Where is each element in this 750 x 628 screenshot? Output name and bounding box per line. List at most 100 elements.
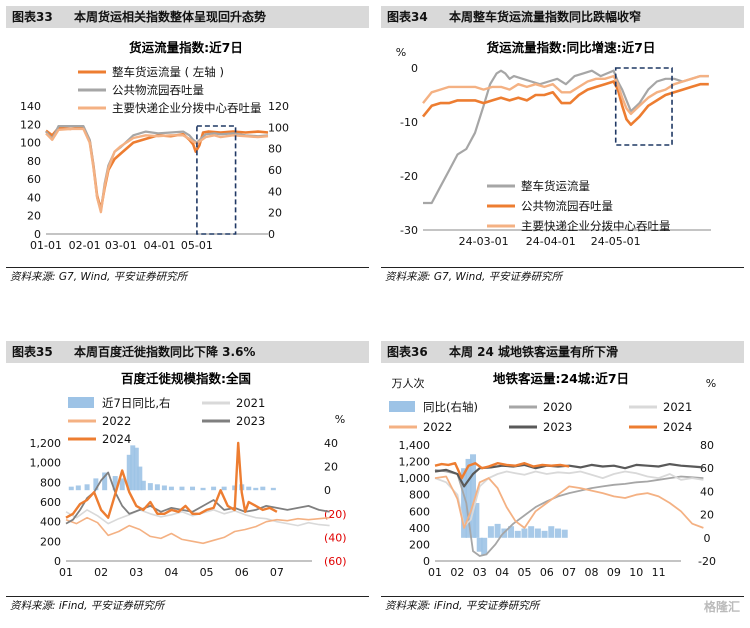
y-tick-label: 40 bbox=[27, 191, 41, 204]
watermark: 格隆汇 bbox=[703, 600, 740, 614]
y-tick-label: 0 bbox=[411, 62, 418, 75]
y2-tick-label: 80 bbox=[268, 143, 282, 156]
series-line bbox=[421, 80, 709, 126]
y2-axis-unit: % bbox=[706, 377, 716, 390]
y-tick-label: 1,000 bbox=[30, 457, 62, 470]
legend-label: 2021 bbox=[236, 396, 265, 410]
x-tick-label: 08 bbox=[585, 566, 599, 579]
legend-label: 同比(右轴) bbox=[423, 400, 478, 414]
x-tick-label: 02 bbox=[94, 566, 108, 579]
series-line bbox=[423, 69, 709, 205]
chart-title: 百度迁徙规模指数:全国 bbox=[121, 371, 251, 386]
bar-mark bbox=[133, 447, 139, 491]
chart-title: 地铁客运量:24城:近7日 bbox=[493, 371, 629, 386]
bar-mark bbox=[508, 526, 515, 538]
y-tick-label: -30 bbox=[400, 224, 418, 237]
y2-tick-label: (20) bbox=[324, 508, 347, 521]
legend-swatch bbox=[389, 401, 415, 412]
series-line bbox=[65, 509, 330, 527]
y-tick-label: 0 bbox=[423, 555, 430, 568]
y2-tick-label: 0 bbox=[324, 484, 331, 497]
y-tick-label: 60 bbox=[27, 173, 41, 186]
y2-tick-label: 20 bbox=[700, 509, 714, 522]
series-line bbox=[45, 125, 269, 213]
bar-mark bbox=[221, 486, 227, 491]
series-line bbox=[45, 125, 269, 211]
bar-mark bbox=[211, 486, 217, 491]
x-tick-label: 03 bbox=[129, 566, 143, 579]
y-tick-label: 600 bbox=[409, 505, 430, 518]
y2-tick-label: 40 bbox=[324, 437, 338, 450]
bar-mark bbox=[84, 484, 90, 491]
source-note: 资料来源: G7, Wind, 平安证券研究所 bbox=[381, 267, 744, 285]
x-tick-label: 04 bbox=[164, 566, 178, 579]
figure-header: 图表35 本周百度迁徙指数同比下降 3.6% bbox=[6, 341, 369, 363]
y2-tick-label: 40 bbox=[268, 185, 282, 198]
series-line bbox=[45, 127, 269, 214]
bar-mark bbox=[119, 478, 125, 491]
bar-mark bbox=[246, 486, 252, 491]
y-tick-label: 0 bbox=[34, 228, 41, 241]
x-tick-label: 24-03-01 bbox=[459, 235, 509, 248]
legend-label: 整车货运流量 ( 左轴 ) bbox=[112, 65, 224, 79]
y-tick-label: 1,200 bbox=[399, 456, 431, 469]
legend-label: 公共物流园吞吐量 bbox=[521, 199, 613, 213]
bar-mark bbox=[168, 486, 174, 491]
bar-mark bbox=[161, 485, 167, 491]
y-tick-label: 800 bbox=[40, 476, 61, 489]
figure-header: 图表36 本周 24 城地铁客运量有所下滑 bbox=[381, 341, 744, 363]
y-tick-label: 200 bbox=[40, 535, 61, 548]
series-line bbox=[434, 462, 570, 480]
x-tick-label: 11 bbox=[652, 566, 666, 579]
x-tick-label: 01-01 bbox=[30, 239, 62, 252]
legend-label: 2022 bbox=[102, 414, 131, 428]
figure-number: 图表34 bbox=[387, 10, 428, 24]
y2-tick-label: 60 bbox=[268, 164, 282, 177]
series-line bbox=[434, 475, 704, 529]
legend-label: 整车货运流量 bbox=[521, 179, 590, 193]
y-tick-label: 20 bbox=[27, 210, 41, 223]
source-note: 资料来源: iFind, 平安证券研究所 bbox=[381, 596, 744, 614]
x-tick-label: 04 bbox=[495, 566, 509, 579]
legend-label: 2021 bbox=[663, 400, 692, 414]
bar-mark bbox=[260, 486, 266, 491]
bar-mark bbox=[528, 526, 535, 538]
y2-tick-label: 20 bbox=[268, 207, 282, 220]
bar-mark bbox=[102, 472, 108, 491]
legend-label: 公共物流园吞吐量 bbox=[112, 83, 204, 97]
y-axis-unit: % bbox=[335, 413, 345, 426]
series-line bbox=[434, 470, 704, 528]
figure-header: 图表34 本周整车货运流量指数同比跌幅收窄 bbox=[381, 6, 744, 28]
y-axis-unit: 万人次 bbox=[392, 376, 425, 390]
legend-label: 2023 bbox=[543, 420, 572, 434]
x-tick-label: 05-01 bbox=[181, 239, 213, 252]
bar-mark bbox=[126, 454, 132, 491]
highlight-box bbox=[614, 67, 673, 146]
y-tick-label: 1,400 bbox=[399, 439, 431, 452]
panel-fig33: 图表33 本周货运相关指数整体呈现回升态势 货运流量指数:近7日 0 20 40 60 80… bbox=[6, 6, 369, 286]
source-note: 资料来源: G7, Wind, 平安证券研究所 bbox=[6, 267, 369, 285]
series-line bbox=[422, 74, 709, 116]
panel-fig34: 图表34 本周整车货运流量指数同比跌幅收窄 货运流量指数:同比增速:近7日% 0 -1… bbox=[381, 6, 744, 286]
y2-tick-label: 60 bbox=[700, 462, 714, 475]
bar-mark bbox=[561, 529, 568, 538]
figure-title: 本周百度迁徙指数同比下降 3.6% bbox=[74, 345, 256, 359]
bar-mark bbox=[147, 483, 153, 491]
y2-tick-label: 20 bbox=[324, 461, 338, 474]
legend-label: 主要快递企业分拨中心吞吐量 bbox=[521, 219, 671, 233]
figure-number: 图表35 bbox=[12, 345, 53, 359]
y-tick-label: 1,200 bbox=[30, 437, 62, 450]
panel-fig35: 图表35 本周百度迁徙指数同比下降 3.6% 百度迁徙规模指数:全国% 0 200 40… bbox=[6, 341, 369, 621]
bar-mark bbox=[93, 478, 99, 491]
y2-tick-label: 80 bbox=[700, 439, 714, 452]
x-tick-label: 05 bbox=[517, 566, 531, 579]
x-tick-label: 06 bbox=[235, 566, 249, 579]
panel-fig36: 图表36 本周 24 城地铁客运量有所下滑 地铁客运量:24城:近7日 万人次% 0 2… bbox=[381, 341, 744, 621]
series-line bbox=[65, 516, 330, 545]
series-line bbox=[434, 469, 704, 557]
x-tick-label: 24-05-01 bbox=[591, 235, 641, 248]
y-tick-label: 400 bbox=[409, 522, 430, 535]
legend-label: 2024 bbox=[663, 420, 692, 434]
figure-title: 本周货运相关指数整体呈现回升态势 bbox=[74, 10, 267, 24]
